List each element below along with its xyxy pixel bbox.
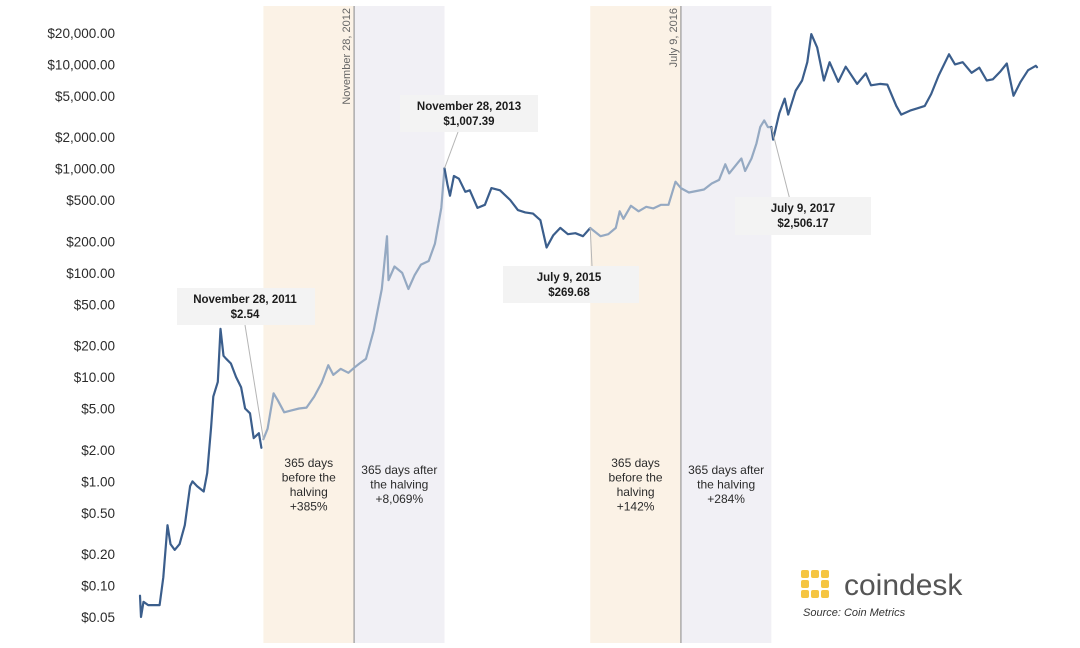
band-label-line: 365 days after	[361, 463, 437, 477]
halving-lines: November 28, 2012 July 9, 2016	[341, 6, 682, 643]
y-tick-label: $5.00	[81, 402, 115, 417]
brand-name: coindesk	[844, 569, 963, 602]
band-label-line: the halving	[697, 478, 755, 492]
annotation-price-2: $1,007.39	[443, 116, 494, 128]
band-label-line: +385%	[290, 500, 328, 514]
band-label-line: 365 days after	[688, 463, 764, 477]
coindesk-logo-icon	[801, 570, 829, 598]
brand-block: coindesk Source: Coin Metrics	[801, 569, 963, 619]
annotation-date-1: November 28, 2011	[193, 294, 297, 306]
y-tick-label: $0.50	[81, 506, 115, 521]
band-label-line: halving	[290, 485, 328, 499]
y-tick-label: $1,000.00	[55, 162, 115, 177]
y-tick-label: $0.20	[81, 547, 115, 562]
annotation-date-2: November 28, 2013	[417, 101, 521, 113]
y-tick-label: $10,000.00	[47, 57, 115, 72]
price-series	[138, 33, 1039, 619]
band-label-line: halving	[617, 485, 655, 499]
y-tick-label: $100.00	[66, 266, 115, 281]
annotation-box-1	[177, 288, 315, 325]
band-label-line: +284%	[707, 492, 745, 506]
annotation-price-1: $2.54	[231, 309, 260, 321]
band-label-2: 365 days after the halving +8,069%	[361, 463, 437, 506]
band-label-line: +8,069%	[375, 492, 423, 506]
band-label-line: 365 days	[611, 456, 660, 470]
y-tick-label: $2.00	[81, 443, 115, 458]
band-label-line: before the	[282, 471, 336, 485]
band-label-line: 365 days	[284, 456, 333, 470]
price-line-segment-4	[589, 119, 773, 238]
annotation-leaders	[244, 126, 791, 440]
annotation-leader-4	[770, 126, 791, 201]
band-label-line: +142%	[617, 500, 655, 514]
y-axis: $20,000.00 $10,000.00 $5,000.00 $2,000.00 $1…	[47, 26, 115, 625]
y-tick-label: $0.10	[81, 579, 115, 594]
annotation-leader-2	[444, 131, 459, 169]
band-label-4: 365 days after the halving +284%	[688, 463, 764, 506]
y-tick-label: $20,000.00	[47, 26, 115, 41]
source-credit: Source: Coin Metrics	[803, 607, 906, 619]
annotation-box-4	[735, 197, 871, 235]
y-tick-label: $50.00	[74, 297, 115, 312]
annotation-date-3: July 9, 2015	[537, 272, 602, 284]
annotation-leader-1	[244, 324, 264, 440]
annotation-price-3: $269.68	[548, 287, 590, 299]
band-before-3	[590, 6, 681, 643]
y-tick-label: $200.00	[66, 234, 115, 249]
annotation-box-2	[400, 95, 538, 132]
annotation-price-4: $2,506.17	[777, 218, 828, 230]
y-tick-label: $2,000.00	[55, 130, 115, 145]
band-label-line: the halving	[370, 478, 428, 492]
price-line-segment-3	[443, 167, 592, 249]
halving-bands: 365 days before the halving +385%365 days a…	[263, 6, 772, 643]
y-tick-label: $5,000.00	[55, 89, 115, 104]
y-tick-label: $0.05	[81, 610, 115, 625]
halving-label-2: July 9, 2016	[668, 8, 680, 67]
y-tick-label: $10.00	[74, 370, 115, 385]
price-line-segment-2	[262, 167, 446, 441]
y-tick-label: $500.00	[66, 193, 115, 208]
price-line-segment-1	[138, 327, 263, 619]
annotation-date-4: July 9, 2017	[771, 203, 836, 215]
y-tick-label: $1.00	[81, 474, 115, 489]
price-line-segment-5	[770, 33, 1039, 141]
band-after-4	[680, 6, 772, 643]
annotation-leader-3	[589, 227, 593, 267]
annotation-box-3	[503, 266, 639, 303]
price-annotations: November 28, 2011 $2.54 November 28, 2013 $…	[177, 95, 871, 325]
band-label-1: 365 days before the halving +385%	[282, 456, 336, 514]
band-label-line: before the	[609, 471, 663, 485]
halving-label-1: November 28, 2012	[341, 8, 353, 105]
y-tick-label: $20.00	[74, 339, 115, 354]
band-label-3: 365 days before the halving +142%	[609, 456, 663, 514]
